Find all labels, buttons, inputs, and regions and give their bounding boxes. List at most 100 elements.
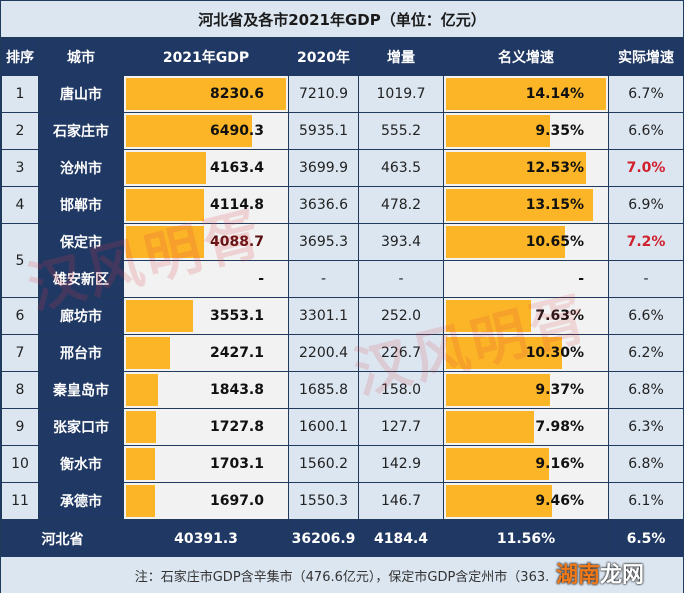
city-cell: 唐山市 (38, 75, 124, 113)
total-gdp-2021: 40391.3 (123, 519, 289, 558)
gdp-2021-value: - (258, 271, 264, 287)
nominal-growth-value: 9.46% (535, 493, 584, 509)
footnote: 注：石家庄市GDP含辛集市（476.6亿元），保定市GDP含定州市（363. (1, 557, 683, 593)
nominal-growth-cell: 9.46% (443, 482, 609, 520)
gdp-2021-value: 6490.3 (209, 123, 264, 139)
nominal-growth-bar (446, 115, 551, 147)
gdp-2020-cell: 3699.9 (288, 149, 359, 187)
real-growth-cell: - (608, 260, 684, 298)
table-title: 河北省及各市2021年GDP（单位：亿元） (1, 1, 683, 38)
gdp-2020-cell: 3695.3 (288, 223, 359, 261)
gdp-2020-cell: 1600.1 (288, 408, 359, 446)
nominal-growth-cell: - (443, 260, 609, 298)
gdp-bar (126, 152, 206, 184)
gdp-2021-value: 2427.1 (209, 345, 264, 361)
header-nominal-growth: 名义增速 (443, 38, 609, 76)
gdp-bar (126, 115, 252, 147)
gdp-2020-cell: 7210.9 (288, 75, 359, 113)
gdp-bar (126, 374, 159, 406)
nominal-growth-bar (446, 152, 587, 184)
gdp-bar (126, 300, 193, 332)
rank-cell: 8 (1, 371, 39, 409)
increase-cell: 555.2 (358, 112, 444, 150)
nominal-growth-value: 9.35% (535, 123, 584, 139)
nominal-growth-bar (446, 411, 534, 443)
table-row: 10 衡水市 1703.1 1560.2 142.9 9.16% 6.8% (1, 445, 684, 483)
nominal-growth-bar (446, 337, 562, 369)
nominal-growth-value: 12.53% (525, 160, 584, 176)
total-gdp-2020: 36206.9 (288, 519, 359, 558)
increase-cell: 1019.7 (358, 75, 444, 113)
gdp-2021-cell: 4088.7 (123, 223, 289, 261)
table-row: 5 保定市 4088.7 3695.3 393.4 10.65% 7.2% (1, 223, 684, 298)
nominal-growth-cell: 10.65% (443, 223, 609, 261)
total-nominal-growth: 11.56% (443, 519, 609, 558)
city-cell: 邯郸市 (38, 186, 124, 224)
gdp-2020-cell: 3636.6 (288, 186, 359, 224)
nominal-growth-value: 9.37% (535, 382, 584, 398)
table-row: 9 张家口市 1727.8 1600.1 127.7 7.98% 6.3% (1, 408, 684, 446)
nominal-growth-bar (446, 189, 593, 221)
gdp-2021-cell: 4114.8 (123, 186, 289, 224)
nominal-growth-value: 10.30% (525, 345, 584, 361)
real-growth-cell: 6.8% (608, 445, 684, 483)
gdp-2021-cell: 6490.3 (123, 112, 289, 150)
gdp-bar (126, 189, 204, 221)
rank-cell: 1 (1, 75, 39, 113)
total-increase: 4184.4 (358, 519, 444, 558)
gdp-2021-cell: 3553.1 (123, 297, 289, 335)
gdp-2021-cell: 4163.4 (123, 149, 289, 187)
nominal-growth-bar (446, 300, 531, 332)
rank-cell: 3 (1, 149, 39, 187)
gdp-bar (126, 448, 155, 480)
gdp-2021-cell: 1727.8 (123, 408, 289, 446)
header-city: 城市 (38, 38, 124, 76)
nominal-growth-value: 14.14% (525, 86, 584, 102)
city-cell: 邢台市 (38, 334, 124, 372)
gdp-2021-value: 4088.7 (209, 234, 264, 250)
rank-cell: 2 (1, 112, 39, 150)
nominal-growth-cell: 7.63% (443, 297, 609, 335)
gdp-2020-cell: 1550.3 (288, 482, 359, 520)
city-cell: 沧州市 (38, 149, 124, 187)
nominal-growth-cell: 10.30% (443, 334, 609, 372)
increase-cell: 252.0 (358, 297, 444, 335)
city-cell: 雄安新区 (38, 260, 124, 298)
gdp-2021-cell: 1697.0 (123, 482, 289, 520)
rank-cell: 10 (1, 445, 39, 483)
total-real-growth: 6.5% (608, 519, 684, 558)
nominal-growth-cell: 9.37% (443, 371, 609, 409)
real-growth-cell: 6.3% (608, 408, 684, 446)
increase-cell: 127.7 (358, 408, 444, 446)
real-growth-cell: 6.7% (608, 75, 684, 113)
nominal-growth-cell: 12.53% (443, 149, 609, 187)
table-row: 6 廊坊市 3553.1 3301.1 252.0 7.63% 6.6% (1, 297, 684, 335)
gdp-2020-cell: 5935.1 (288, 112, 359, 150)
real-growth-cell: 6.9% (608, 186, 684, 224)
increase-cell: 146.7 (358, 482, 444, 520)
increase-cell: - (358, 260, 444, 298)
city-cell: 承德市 (38, 482, 124, 520)
nominal-growth-bar (446, 374, 551, 406)
nominal-growth-bar (446, 226, 565, 258)
nominal-growth-bar (446, 78, 606, 110)
gdp-2021-cell: 8230.6 (123, 75, 289, 113)
rank-cell: 6 (1, 297, 39, 335)
increase-cell: 478.2 (358, 186, 444, 224)
gdp-2021-cell: - (123, 260, 289, 298)
city-cell: 秦皇岛市 (38, 371, 124, 409)
header-row: 排序 城市 2021年GDP 2020年 增量 名义增速 实际增速 (1, 38, 684, 76)
table-row: 7 邢台市 2427.1 2200.4 226.7 10.30% 6.2% (1, 334, 684, 372)
rank-cell: 5 (1, 223, 39, 298)
gdp-2021-value: 3553.1 (209, 308, 264, 324)
city-cell: 张家口市 (38, 408, 124, 446)
nominal-growth-cell: 13.15% (443, 186, 609, 224)
gdp-2020-cell: 3301.1 (288, 297, 359, 335)
nominal-growth-cell: 9.35% (443, 112, 609, 150)
total-row: 河北省 40391.3 36206.9 4184.4 11.56% 6.5% (1, 519, 684, 558)
gdp-2020-cell: 1560.2 (288, 445, 359, 483)
increase-cell: 393.4 (358, 223, 444, 261)
nominal-growth-value: 7.63% (535, 308, 584, 324)
gdp-2021-value: 8230.6 (209, 86, 264, 102)
